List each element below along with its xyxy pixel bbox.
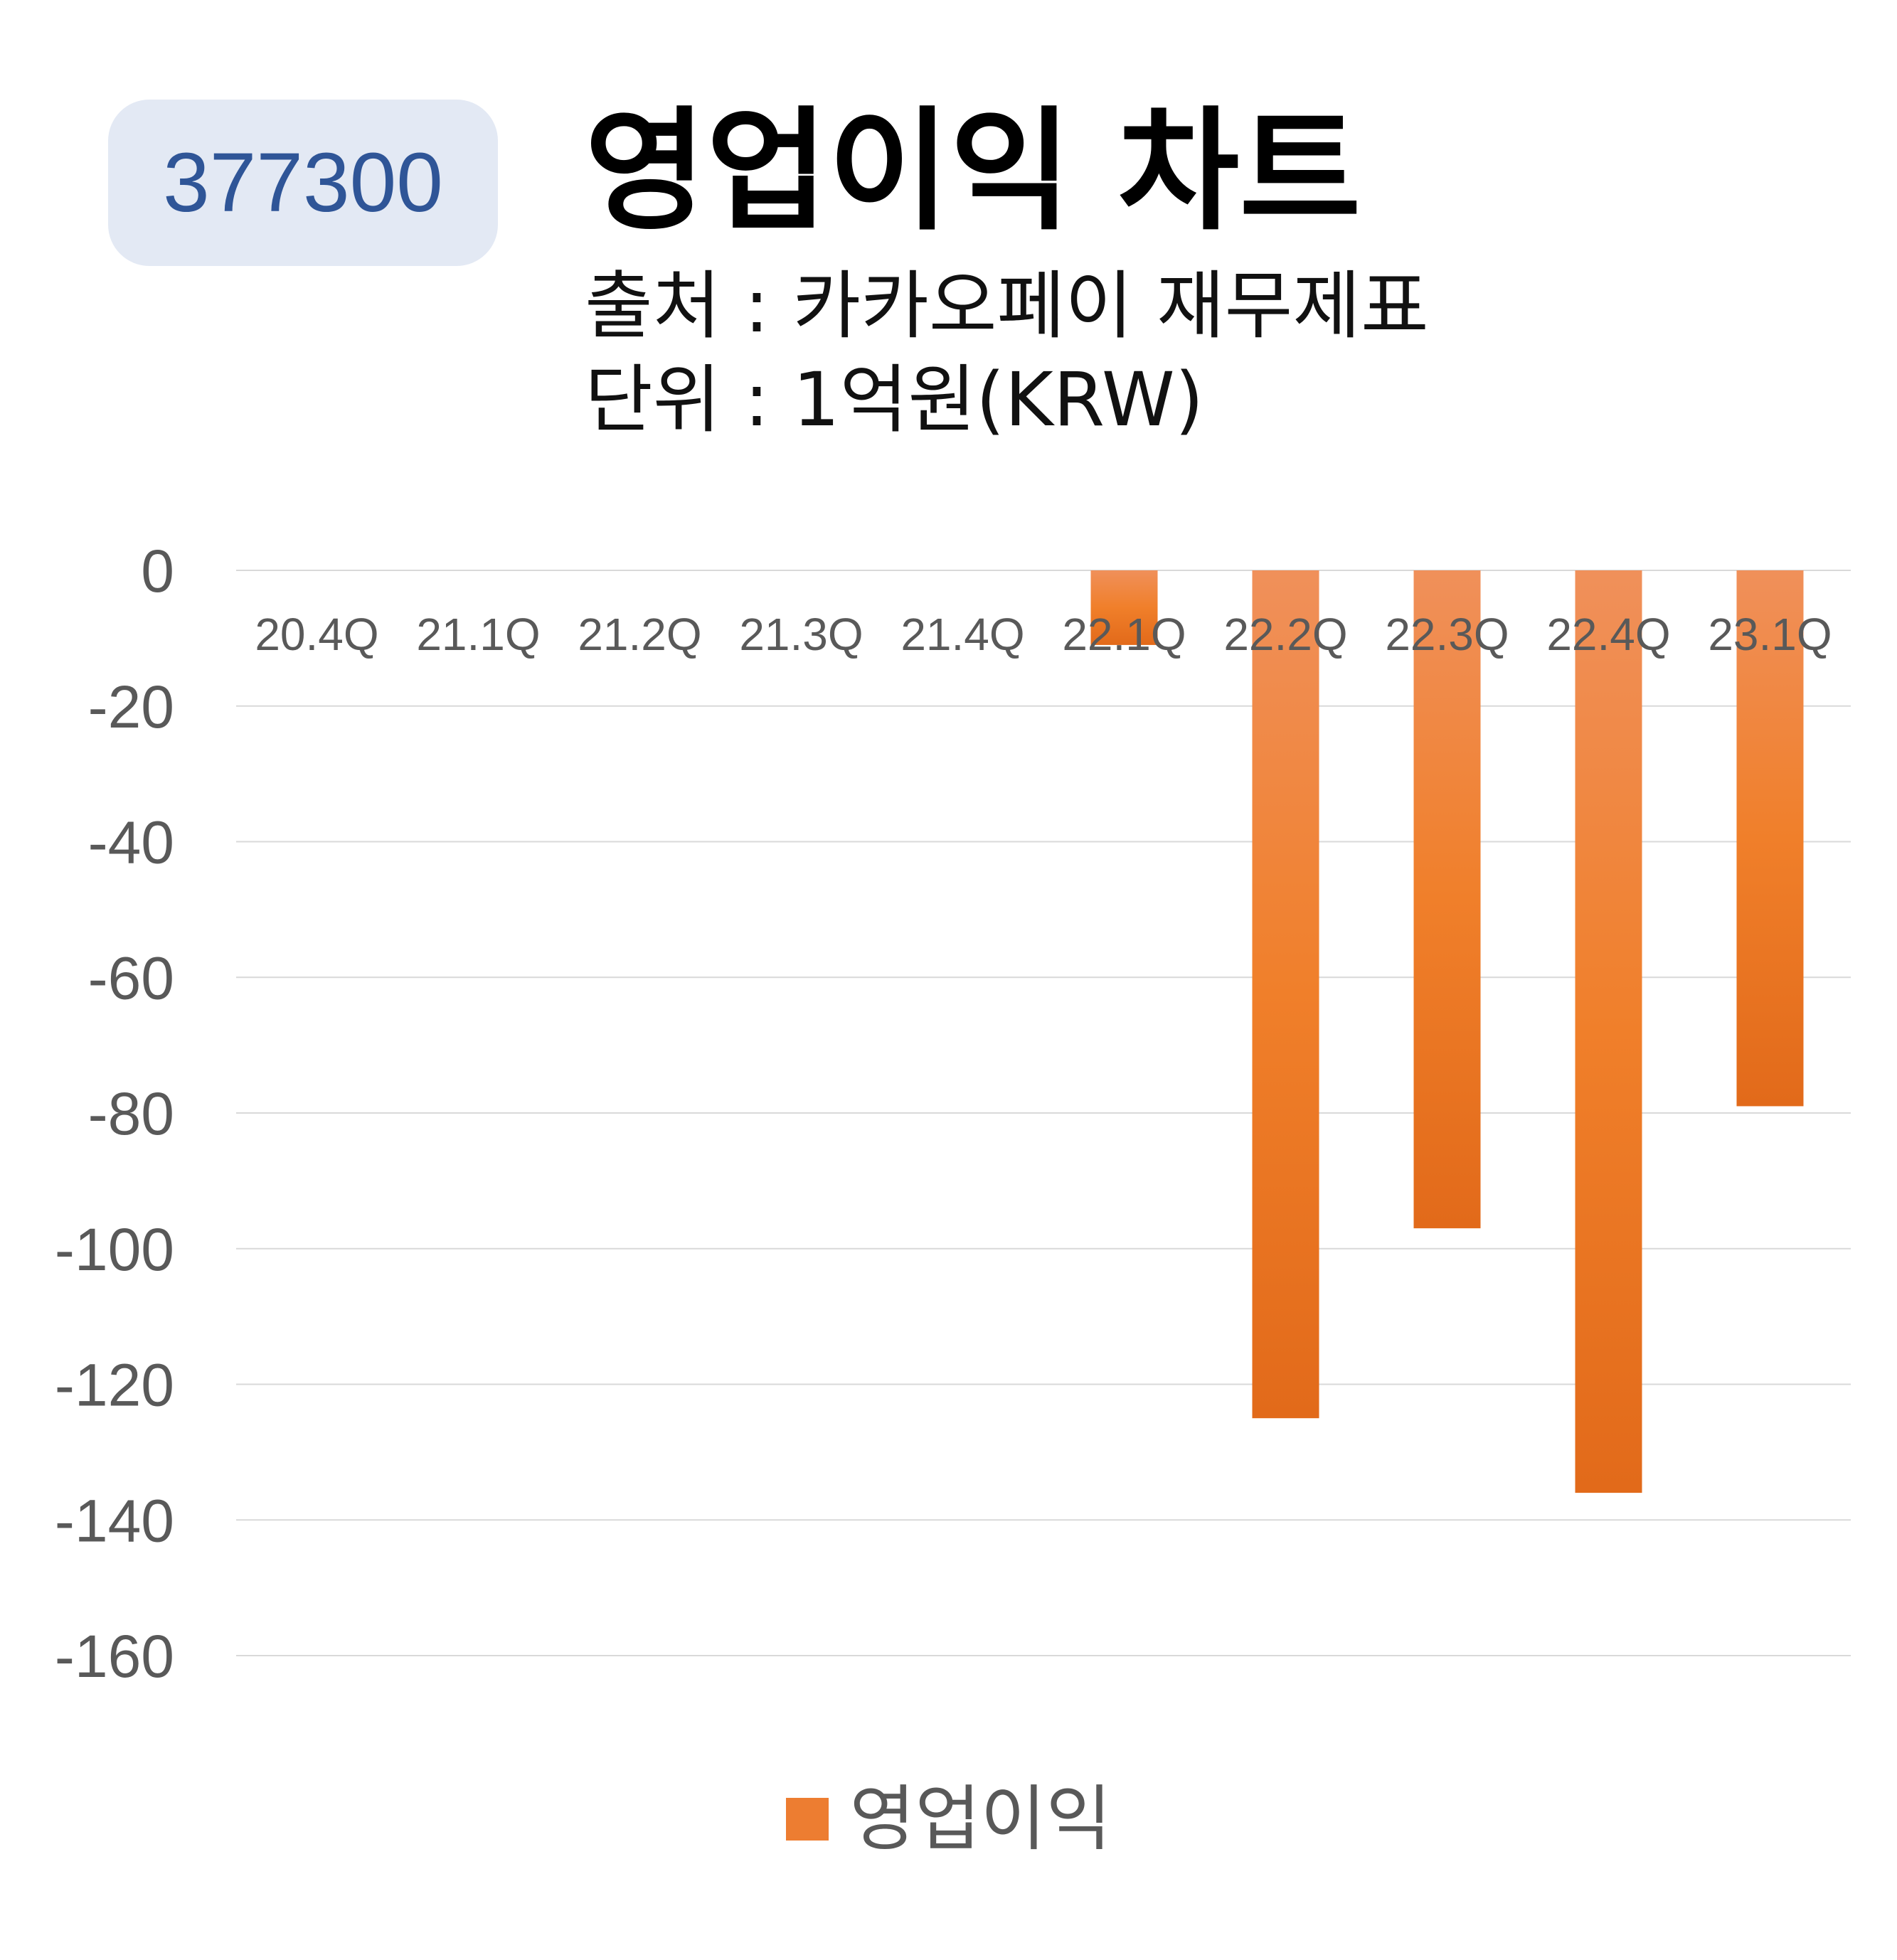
gridlines (236, 570, 1851, 1656)
x-tick-label: 22.3Q (1385, 609, 1509, 660)
legend-label: 영업이익 (849, 1777, 1112, 1860)
legend: 영업이익 (0, 1784, 1897, 1855)
y-tick-label: -120 (55, 1352, 174, 1419)
y-tick-label: -60 (88, 944, 174, 1011)
bars (1090, 570, 1804, 1493)
y-tick-label: -80 (88, 1080, 174, 1147)
x-tick-label: 23.1Q (1708, 609, 1832, 660)
x-tick-label: 22.1Q (1062, 609, 1186, 660)
x-tick-label: 21.2Q (578, 609, 701, 660)
legend-swatch (785, 1798, 829, 1841)
bar-chart: 0 -20 -40 -60 -80 -100 -120 -140 -160 20.4Q 21.1Q 2… (55, 538, 1851, 1690)
y-tick-label: -40 (88, 809, 174, 876)
bar-22.3Q (1413, 570, 1481, 1229)
stock-code-badge: 377300 (108, 100, 498, 266)
unit-line: 단위 : 1억원(KRW) (585, 356, 1204, 443)
bar-22.4Q (1575, 570, 1642, 1493)
axis-labels: 0 -20 -40 -60 -80 -100 -120 -140 -160 20.4Q 21.1Q 2… (55, 538, 1832, 1690)
stock-code: 377300 (163, 136, 443, 230)
bar-22.2Q (1252, 570, 1319, 1419)
x-tick-label: 22.4Q (1546, 609, 1670, 660)
y-tick-label: -140 (55, 1487, 174, 1554)
y-tick-label: 0 (141, 538, 174, 604)
x-tick-label: 21.3Q (739, 609, 863, 660)
chart-title: 영업이익 차트 (585, 94, 1361, 248)
y-tick-label: -100 (55, 1216, 174, 1283)
x-tick-label: 22.2Q (1223, 609, 1347, 660)
source-line: 출처 : 카카오페이 재무제표 (585, 262, 1429, 349)
x-tick-label: 20.4Q (255, 609, 378, 660)
bar-23.1Q (1736, 570, 1804, 1107)
bar-22.1Q (1090, 570, 1158, 645)
x-tick-label: 21.1Q (416, 609, 540, 660)
y-tick-label: -20 (88, 673, 174, 740)
x-tick-label: 21.4Q (900, 609, 1024, 660)
y-tick-label: -160 (55, 1623, 174, 1690)
